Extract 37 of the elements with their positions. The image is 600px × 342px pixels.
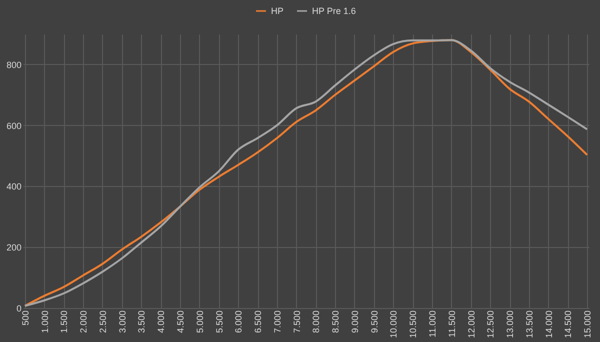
x-tick-label: 9.000: [350, 310, 360, 334]
x-tick-label: 5.000: [194, 310, 205, 334]
x-tick-label: 6.000: [234, 310, 244, 334]
x-tick-label: 6.500: [253, 310, 264, 334]
x-tick-label: 12.000: [466, 310, 476, 338]
x-tick-label: 4.500: [176, 310, 186, 334]
x-tick-label: 12.500: [486, 310, 496, 338]
x-tick-label: 1.500: [59, 310, 70, 334]
x-tick-label: 15.000: [582, 310, 593, 338]
x-tick-label: 10.000: [388, 310, 399, 338]
x-tick-label: 5.500: [214, 310, 224, 334]
x-tick-label: 3.500: [136, 310, 147, 334]
x-tick-label: 8.500: [330, 310, 341, 334]
x-tick-label: 13.000: [505, 310, 516, 338]
x-tick-label: 500: [20, 310, 30, 326]
x-tick-label: 3.000: [117, 310, 128, 334]
x-tick-label: 11.000: [427, 310, 438, 338]
x-tick-label: 7.000: [272, 310, 282, 334]
x-tick-label: 11.500: [446, 310, 457, 338]
legend-label: HP Pre 1.6: [312, 6, 356, 16]
x-tick-label: 9.500: [369, 310, 380, 334]
y-tick-label: 200: [6, 242, 22, 253]
x-tick-label: 2.500: [98, 310, 108, 334]
y-tick-label: 800: [6, 60, 22, 70]
y-tick-label: 400: [6, 182, 22, 192]
x-tick-label: 14.500: [563, 310, 574, 338]
x-tick-label: 10.500: [408, 310, 418, 338]
x-tick-label: 1.000: [40, 310, 50, 334]
x-tick-label: 14.000: [544, 310, 554, 338]
x-tick-label: 7.500: [292, 310, 302, 334]
x-tick-label: 4.000: [156, 310, 166, 334]
x-tick-label: 13.500: [524, 310, 534, 338]
y-tick-label: 0: [16, 304, 22, 314]
legend-label: HP: [271, 6, 284, 16]
x-tick-label: 8.000: [311, 310, 322, 334]
y-tick-label: 600: [6, 120, 22, 131]
x-tick-label: 2.000: [78, 310, 89, 334]
